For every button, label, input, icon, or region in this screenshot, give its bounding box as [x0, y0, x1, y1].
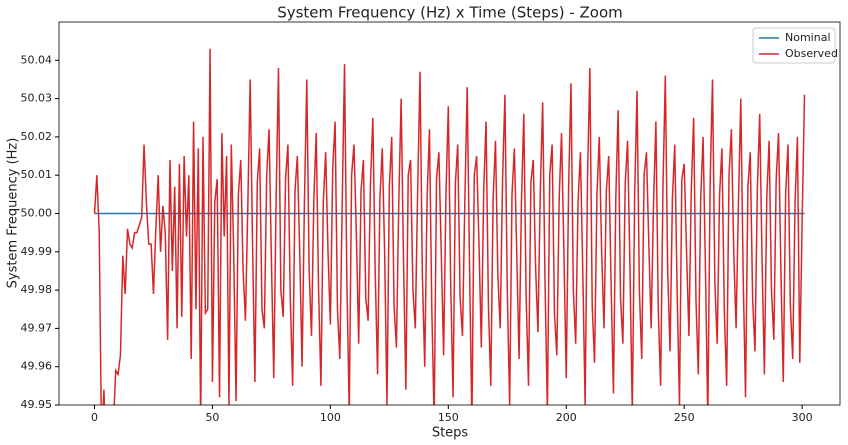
- y-tick-label: 49.97: [21, 321, 53, 334]
- x-tick-label: 150: [438, 411, 459, 424]
- chart-title: System Frequency (Hz) x Time (Steps) - Z…: [277, 4, 623, 22]
- x-tick-label: 300: [792, 411, 813, 424]
- data-line: [93, 48, 806, 405]
- y-tick-label: 50.03: [21, 92, 53, 105]
- x-tick-label: 200: [556, 411, 577, 424]
- legend-label: Nominal: [785, 31, 831, 44]
- y-axis-label: System Frequency (Hz): [6, 138, 21, 289]
- y-tick-label: 50.00: [21, 207, 53, 220]
- x-tick-label: 250: [674, 411, 695, 424]
- legend-label: Observed: [785, 47, 838, 60]
- y-tick-label: 49.95: [21, 398, 53, 411]
- y-tick-label: 50.02: [21, 130, 53, 143]
- x-axis-label: Steps: [432, 426, 469, 441]
- y-tick-label: 50.04: [21, 53, 53, 66]
- y-tick-label: 49.98: [21, 283, 53, 296]
- x-tick-label: 50: [205, 411, 219, 424]
- plot-area: [93, 48, 806, 405]
- x-tick-label: 0: [91, 411, 98, 424]
- x-tick-label: 100: [320, 411, 341, 424]
- y-tick-label: 49.96: [21, 360, 53, 373]
- y-tick-label: 50.01: [21, 168, 53, 181]
- y-tick-label: 49.99: [21, 245, 53, 258]
